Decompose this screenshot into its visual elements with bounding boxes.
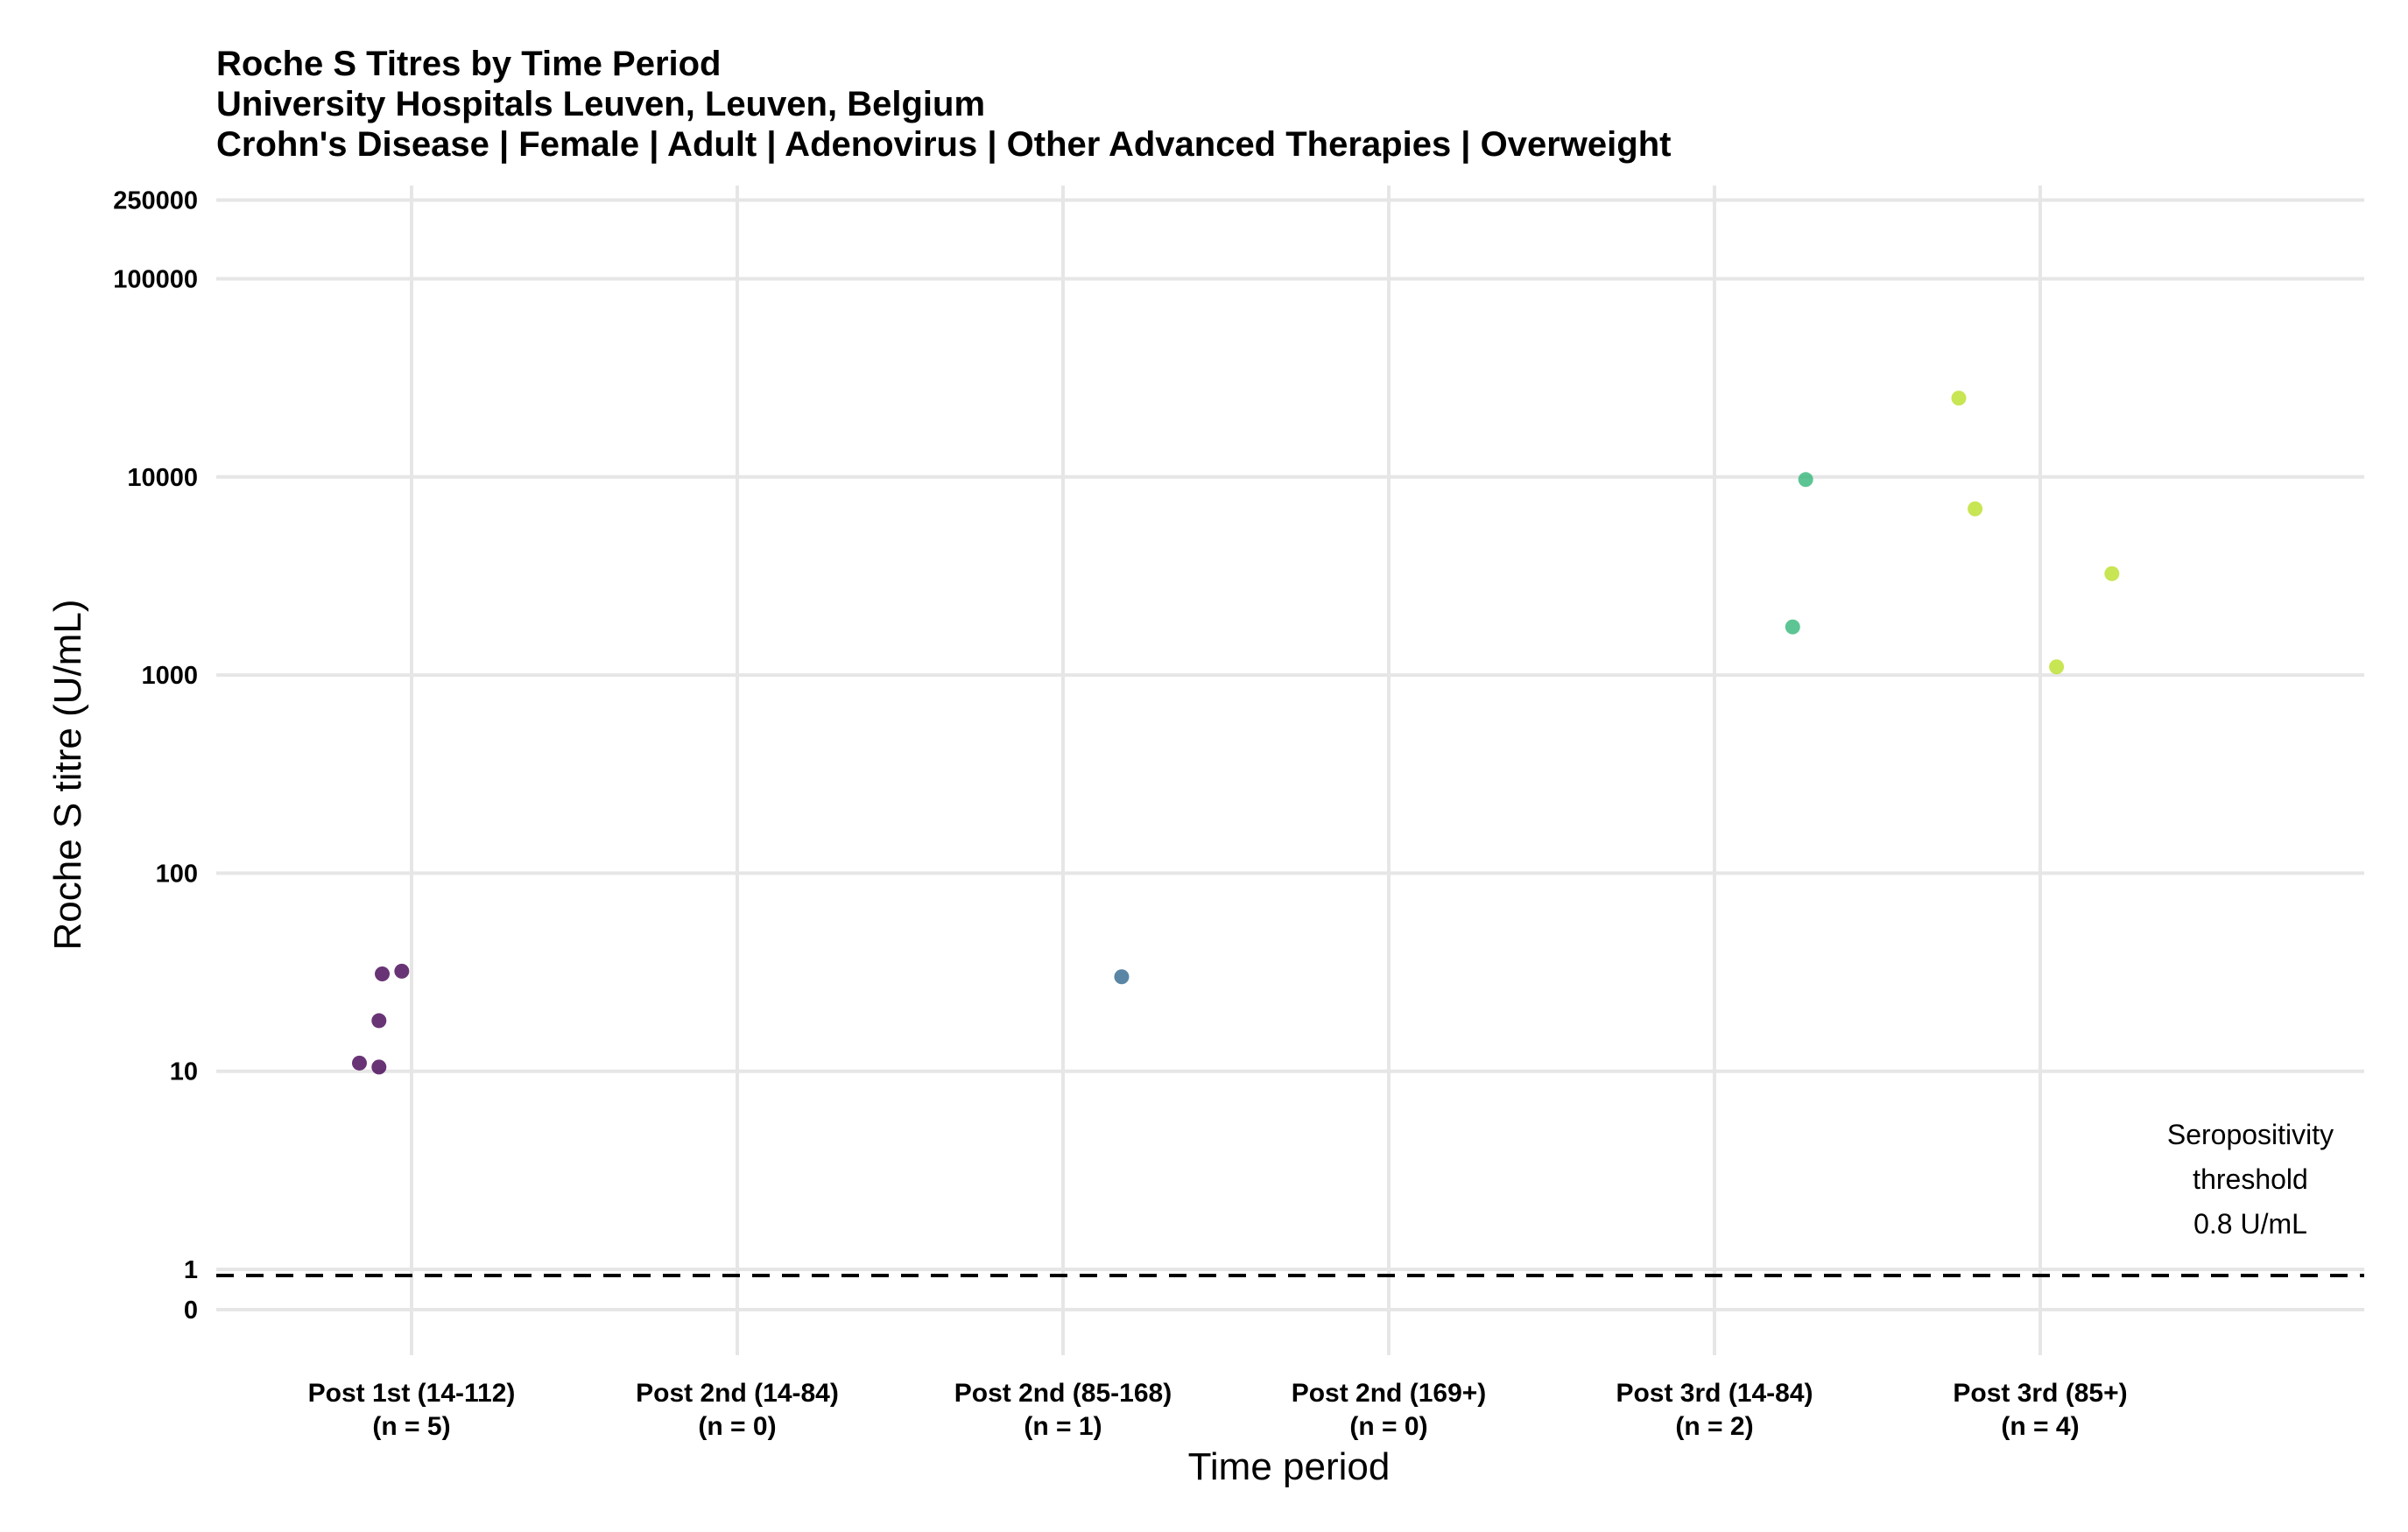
threshold-label-line: Seropositivity: [2167, 1119, 2334, 1150]
chart-subtitle-institution: University Hospitals Leuven, Leuven, Bel…: [216, 85, 986, 123]
chart-title-block: Roche S Titres by Time Period University…: [216, 44, 1671, 165]
y-tick-label: 1: [184, 1256, 198, 1284]
x-tick-label: Post 3rd (85+): [1953, 1379, 2127, 1408]
data-point: [371, 1013, 387, 1029]
x-tick-count: (n = 4): [2001, 1412, 2079, 1441]
data-point: [1114, 969, 1130, 985]
data-point: [2049, 659, 2065, 675]
threshold-label-line: 0.8 U/mL: [2193, 1208, 2307, 1240]
y-tick-label: 100: [156, 860, 198, 888]
data-points: [351, 390, 2120, 1075]
data-point: [1951, 390, 1967, 406]
grid-lines: [216, 186, 2364, 1355]
chart-title: Roche S Titres by Time Period: [216, 45, 722, 83]
x-tick-count: (n = 0): [698, 1412, 776, 1441]
data-point: [371, 1059, 387, 1075]
y-tick-labels: 0 1 10 100 1000 10000 100000 250000: [113, 186, 198, 1325]
chart-subtitle-cohort: Crohn's Disease | Female | Adult | Adeno…: [216, 125, 1672, 164]
y-tick-label: 0: [184, 1297, 198, 1325]
data-point: [375, 966, 391, 982]
data-point: [1785, 619, 1800, 635]
data-point: [394, 963, 410, 979]
x-tick-label: Post 1st (14-112): [308, 1379, 516, 1408]
threshold-layer: Seropositivity threshold 0.8 U/mL: [216, 1119, 2364, 1277]
threshold-label-line: threshold: [2193, 1163, 2308, 1195]
y-tick-label: 10: [170, 1058, 198, 1086]
x-tick-count: (n = 5): [372, 1412, 450, 1441]
x-tick-label: Post 2nd (14-84): [636, 1379, 839, 1408]
x-tick-labels: Post 1st (14-112) (n = 5) Post 2nd (14-84)…: [308, 1379, 2128, 1441]
x-tick-label: Post 2nd (85-168): [954, 1379, 1172, 1408]
x-tick-count: (n = 2): [1675, 1412, 1753, 1441]
data-point: [1968, 501, 1983, 517]
y-tick-label: 1000: [141, 662, 198, 690]
y-axis-title: Roche S titre (U/mL): [46, 600, 89, 951]
x-tick-count: (n = 1): [1024, 1412, 1102, 1441]
data-point: [1798, 472, 1813, 488]
y-tick-label: 10000: [127, 464, 198, 492]
x-tick-label: Post 3rd (14-84): [1616, 1379, 1813, 1408]
data-point: [2104, 566, 2120, 581]
x-tick-count: (n = 0): [1349, 1412, 1427, 1441]
data-point: [351, 1055, 367, 1071]
x-tick-label: Post 2nd (169+): [1292, 1379, 1487, 1408]
x-axis-title: Time period: [1188, 1445, 1391, 1488]
y-tick-label: 250000: [113, 186, 198, 214]
y-tick-label: 100000: [113, 266, 198, 294]
